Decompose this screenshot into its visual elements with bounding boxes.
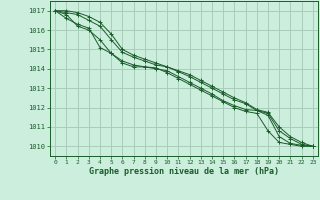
X-axis label: Graphe pression niveau de la mer (hPa): Graphe pression niveau de la mer (hPa) — [89, 167, 279, 176]
